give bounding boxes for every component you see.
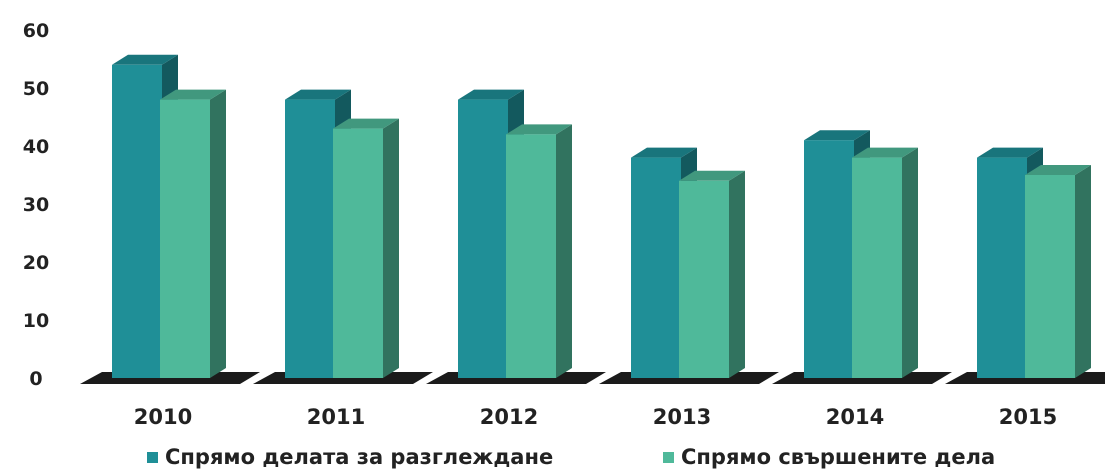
y-tick-label: 60: [23, 20, 49, 42]
bar-series2-2014: [852, 147, 918, 378]
y-axis: 0 10 20 30 40 50 60: [23, 20, 49, 390]
bar-series2-2012: [506, 124, 572, 379]
y-tick-label: 50: [23, 78, 49, 100]
bar-series2-2010: [160, 89, 226, 378]
legend-item: Спрямо свършените дела: [663, 445, 995, 469]
x-tick-label: 2011: [307, 405, 365, 429]
x-tick-label: 2015: [999, 405, 1057, 429]
x-tick-label: 2010: [134, 405, 192, 429]
y-tick-label: 30: [23, 194, 49, 216]
x-tick-label: 2012: [480, 405, 538, 429]
legend-swatch: [147, 452, 158, 463]
bar-series2-2011: [333, 118, 399, 378]
legend-label: Спрямо делата за разглеждане: [165, 445, 553, 469]
legend: Спрямо делата за разглеждане Спрямо свърш…: [147, 445, 995, 469]
chart-bars: [112, 54, 1091, 379]
bar-series2-2015: [1025, 165, 1091, 378]
bar-series2-2013: [679, 170, 745, 378]
legend-item: Спрямо делата за разглеждане: [147, 445, 553, 469]
y-tick-label: 40: [23, 136, 49, 158]
x-axis: 2010 2011 2012 2013 2014 2015: [134, 405, 1057, 429]
y-tick-label: 0: [29, 368, 42, 390]
y-tick-label: 10: [23, 310, 49, 332]
y-tick-label: 20: [23, 252, 49, 274]
legend-label: Спрямо свършените дела: [681, 445, 995, 469]
x-tick-label: 2013: [653, 405, 711, 429]
x-tick-label: 2014: [826, 405, 884, 429]
legend-swatch: [663, 452, 674, 463]
chart-floors: [80, 372, 1105, 384]
